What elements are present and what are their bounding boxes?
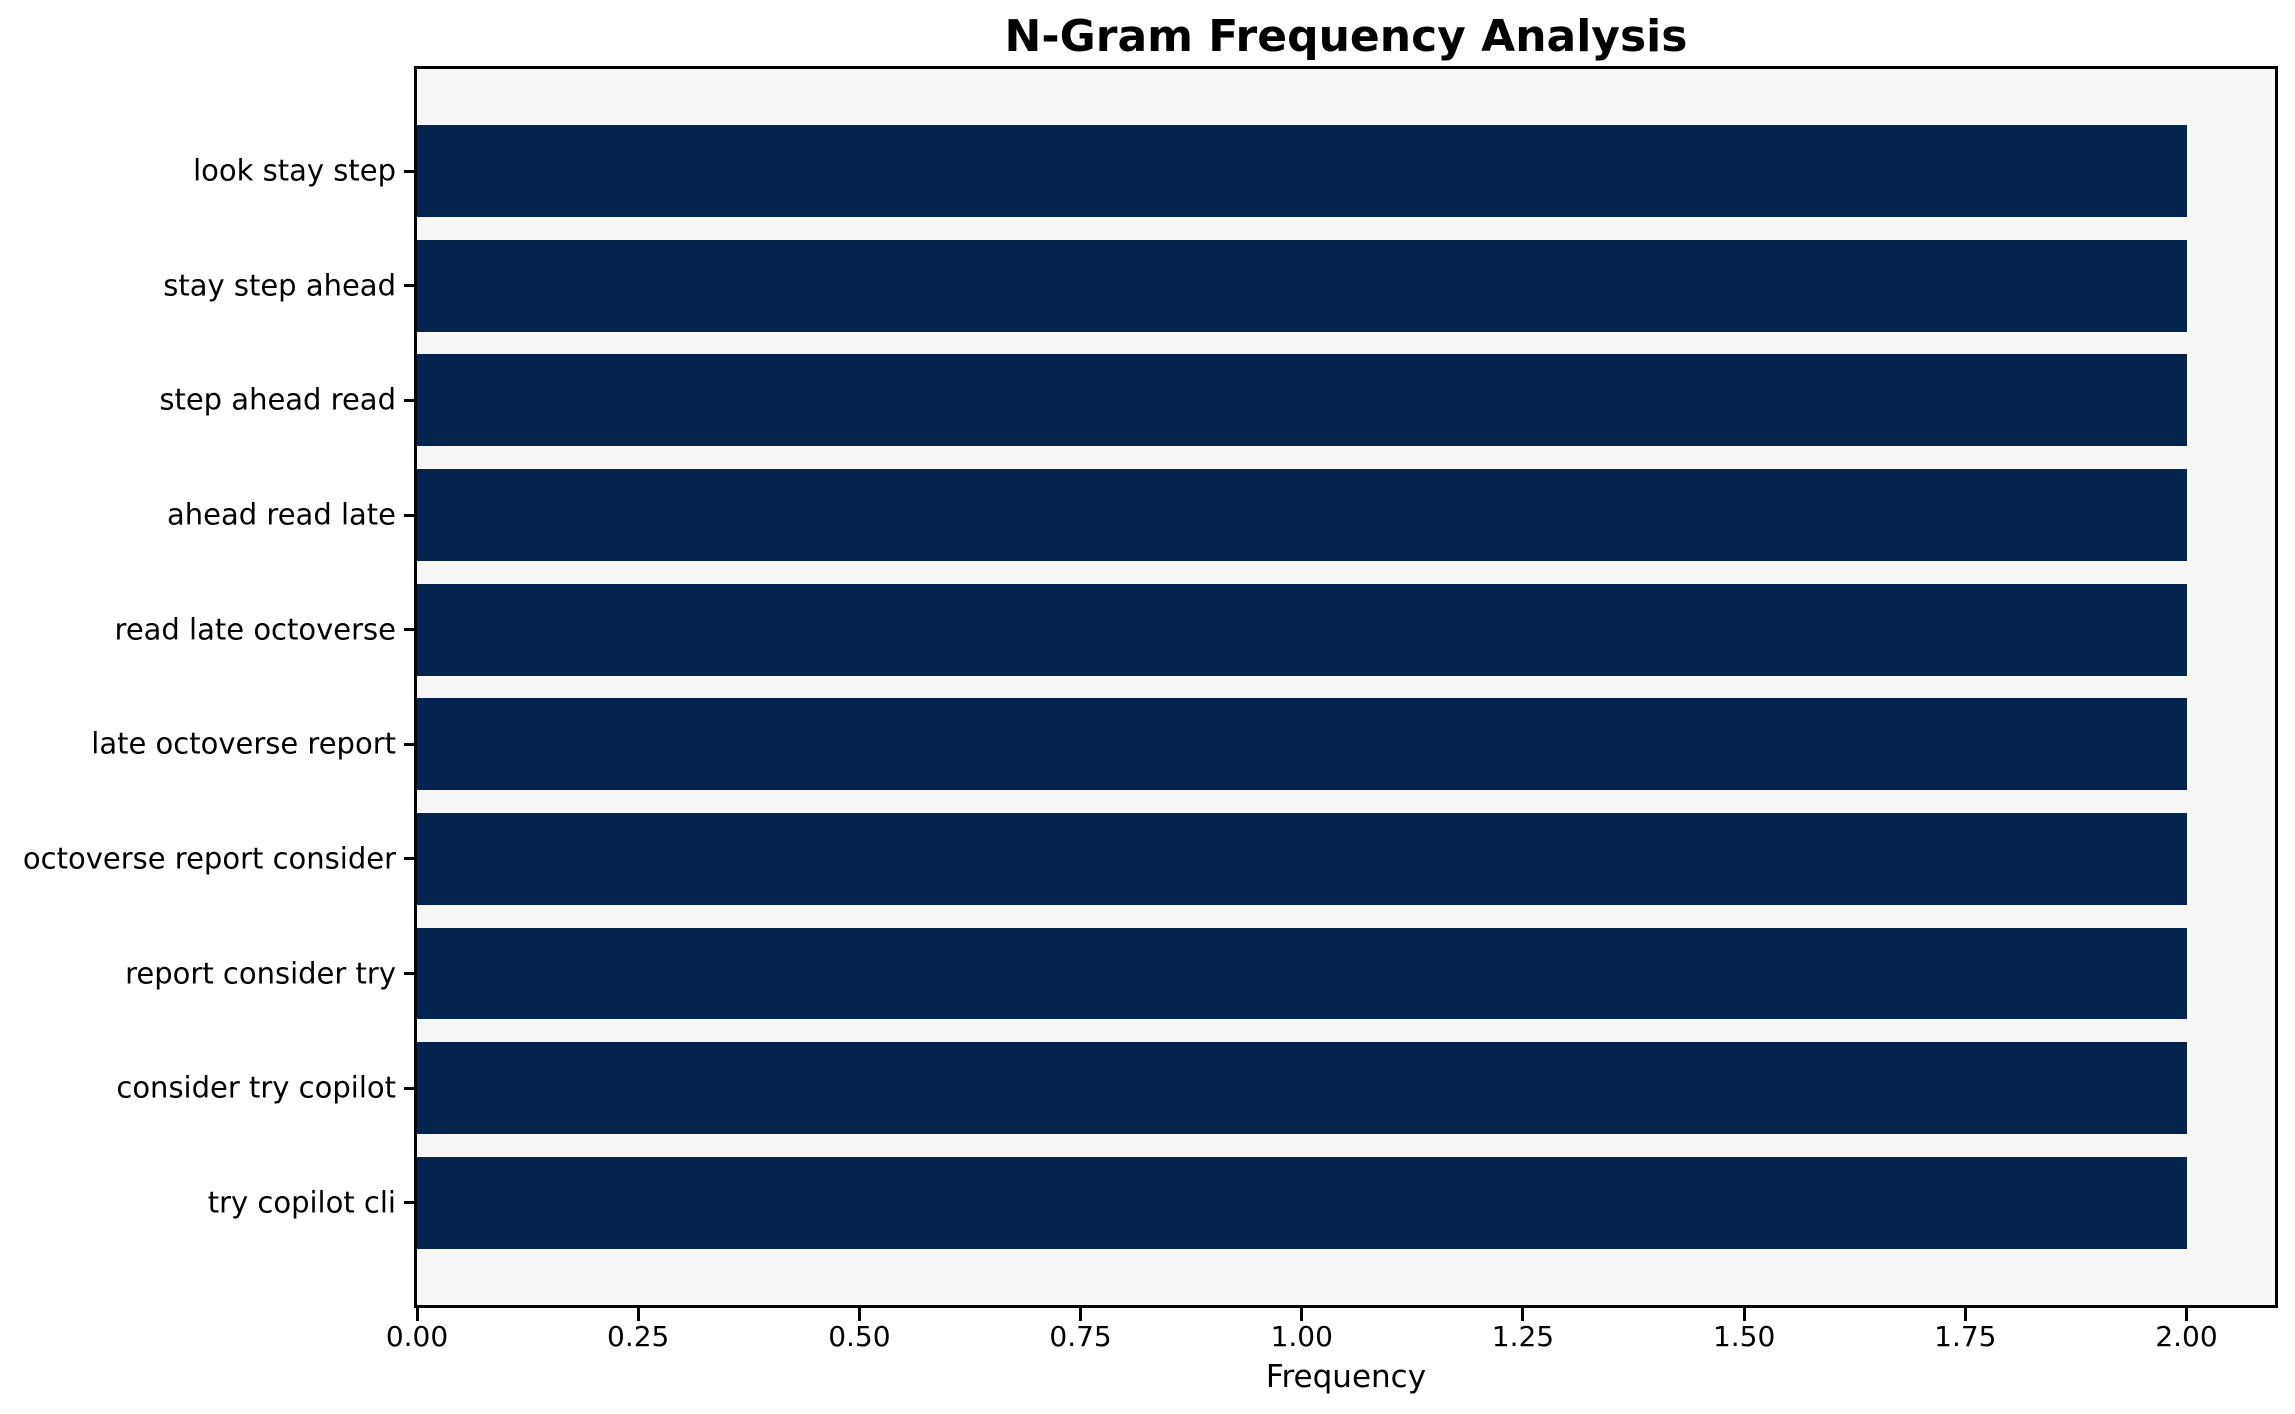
bar xyxy=(417,354,2187,447)
y-axis-tick-label: ahead read late xyxy=(167,497,396,532)
y-axis-tick-label: stay step ahead xyxy=(163,268,396,303)
y-tick-mark xyxy=(404,398,417,402)
y-tick-mark xyxy=(404,1201,417,1205)
x-axis-tick-label: 0.00 xyxy=(385,1320,449,1353)
chart-title: N-Gram Frequency Analysis xyxy=(1004,11,1688,62)
y-tick-mark xyxy=(404,742,417,746)
x-axis-title: Frequency xyxy=(1265,1359,1427,1395)
x-tick-mark xyxy=(415,1308,419,1321)
x-axis-tick-label: 1.75 xyxy=(1934,1320,1997,1353)
bar xyxy=(417,583,2187,676)
x-axis-tick-label: 2.00 xyxy=(2155,1320,2218,1353)
x-axis-tick-label: 0.50 xyxy=(828,1320,891,1353)
bar xyxy=(417,469,2187,561)
x-axis-tick-label: 0.25 xyxy=(607,1320,670,1353)
x-axis-tick-label: 0.75 xyxy=(1049,1320,1112,1353)
bar xyxy=(417,1157,2187,1249)
y-tick-mark xyxy=(404,513,417,517)
bar xyxy=(417,813,2187,905)
y-axis-tick-label: look stay step xyxy=(193,153,396,188)
y-axis-tick-label: report consider try xyxy=(125,956,396,991)
y-axis-tick-label: consider try copilot xyxy=(116,1070,396,1105)
plot-area xyxy=(414,66,2278,1308)
x-tick-mark xyxy=(857,1308,861,1321)
bar xyxy=(417,1042,2187,1135)
y-tick-mark xyxy=(404,169,417,173)
y-axis-tick-label: step ahead read xyxy=(159,382,396,417)
y-axis-tick-label: try copilot cli xyxy=(207,1185,396,1220)
x-tick-mark xyxy=(2185,1308,2189,1321)
bar xyxy=(417,239,2187,332)
y-tick-mark xyxy=(404,284,417,288)
y-tick-mark xyxy=(404,972,417,976)
bar xyxy=(417,125,2187,217)
y-axis-tick-label: read late octoverse xyxy=(114,612,396,647)
x-axis-tick-label: 1.00 xyxy=(1270,1320,1333,1353)
x-tick-mark xyxy=(1521,1308,1525,1321)
y-axis-tick-label: late octoverse report xyxy=(91,726,396,761)
x-axis-tick-label: 1.25 xyxy=(1491,1320,1555,1353)
bar xyxy=(417,698,2187,791)
x-tick-mark xyxy=(1742,1308,1746,1321)
x-tick-mark xyxy=(1079,1308,1083,1321)
bar xyxy=(417,927,2187,1020)
x-tick-mark xyxy=(1963,1308,1967,1321)
y-axis-tick-label: octoverse report consider xyxy=(22,841,396,876)
y-tick-mark xyxy=(404,1086,417,1090)
x-axis-tick-label: 1.50 xyxy=(1712,1320,1776,1353)
y-tick-mark xyxy=(404,628,417,632)
x-tick-mark xyxy=(1300,1308,1304,1321)
y-tick-mark xyxy=(404,857,417,861)
x-tick-mark xyxy=(636,1308,640,1321)
